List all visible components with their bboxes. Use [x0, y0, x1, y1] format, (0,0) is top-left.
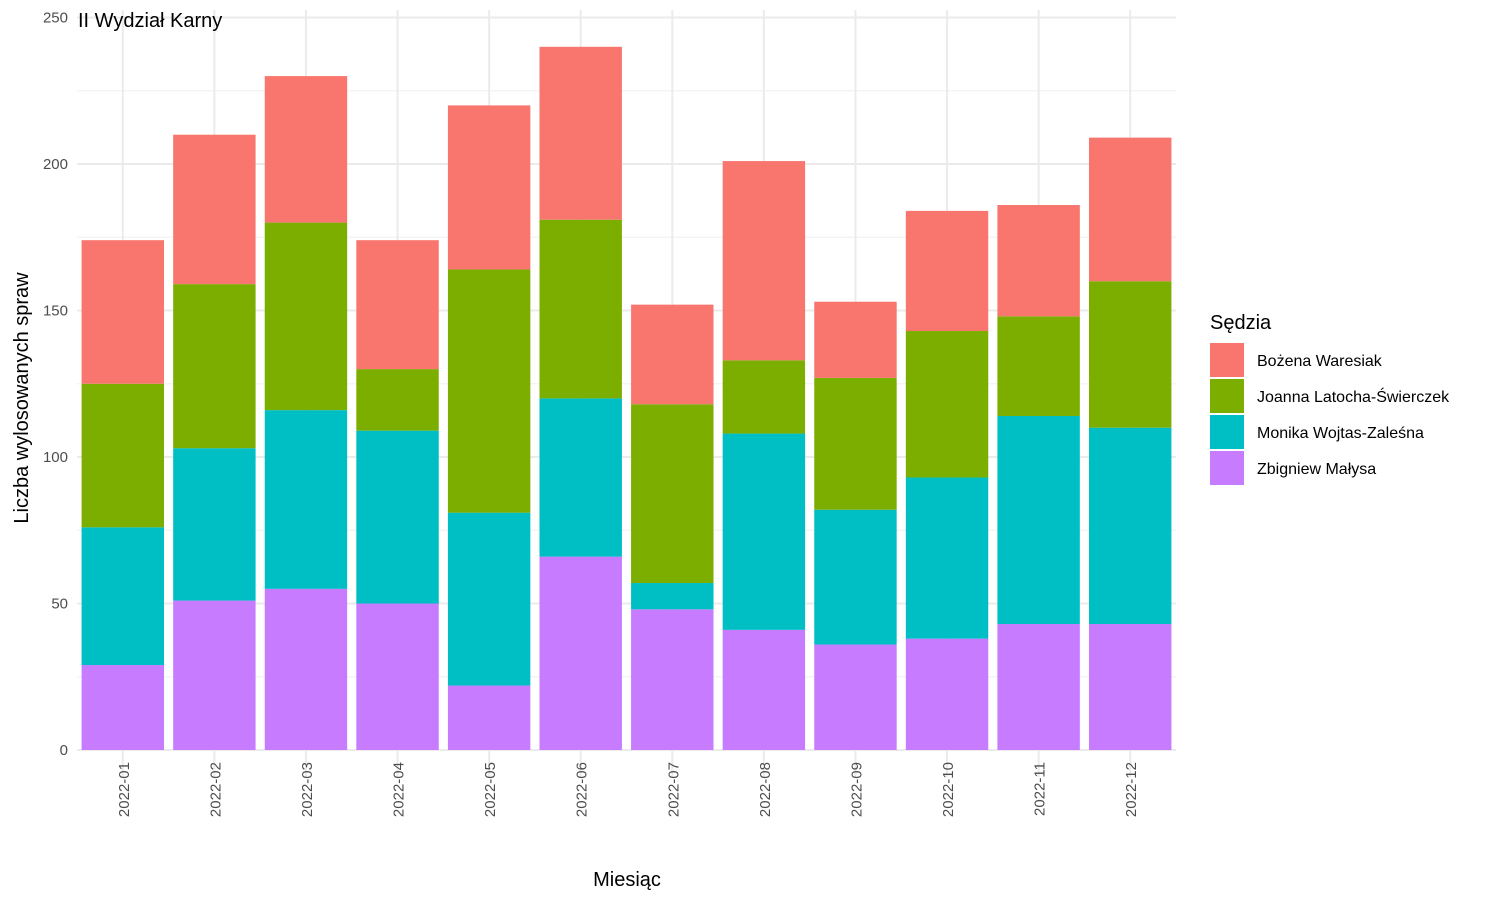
y-axis-tick-labels: 0 50 100 150 200 250	[43, 10, 68, 760]
bar-segment	[997, 415, 1080, 625]
bar-segment	[356, 240, 439, 370]
x-tick-label: 2022-10	[940, 762, 957, 817]
x-tick-label: 2022-08	[757, 762, 774, 817]
bar-segment	[905, 210, 989, 332]
bar-segment	[997, 205, 1080, 317]
bar-segment	[447, 269, 531, 513]
chart-title: II Wydział Karny	[78, 10, 222, 32]
legend-label: Monika Wojtas-Zaleśna	[1257, 425, 1424, 442]
bar-segment	[264, 76, 348, 223]
bar-segment	[173, 600, 256, 750]
bar-segment	[447, 512, 531, 686]
bar-segment	[722, 161, 806, 361]
legend-label: Joanna Latocha-Świerczek	[1257, 387, 1450, 406]
bar-segment	[997, 316, 1080, 416]
bar-segment	[173, 448, 256, 601]
x-tick-label: 2022-06	[574, 762, 591, 817]
legend-swatch	[1210, 451, 1244, 485]
bar-segment	[447, 105, 531, 270]
bar-segment	[356, 603, 439, 750]
bar-segment	[447, 685, 531, 750]
bar-segment	[722, 360, 806, 434]
bar-segment	[173, 134, 256, 285]
y-tick-label: 200	[43, 156, 68, 173]
bar-segment	[997, 624, 1080, 750]
bar-segment	[356, 369, 439, 431]
x-tick-label: 2022-04	[391, 762, 408, 817]
bar-segment	[264, 588, 348, 750]
y-tick-label: 250	[43, 10, 68, 27]
legend: Sędzia Bożena Waresiak Joanna Latocha-Świ…	[1210, 312, 1450, 485]
bar-segment	[631, 404, 714, 583]
bar-segment	[81, 383, 165, 528]
bar-segment	[905, 331, 989, 478]
bar-segment	[814, 377, 897, 510]
bar-segment	[539, 46, 622, 220]
bar-segment	[173, 284, 256, 449]
bar-segment	[722, 629, 806, 750]
bar-segment	[1088, 281, 1172, 428]
bar-segment	[631, 609, 714, 750]
bar-segment	[722, 433, 806, 630]
x-axis-title: Miesiąc	[593, 869, 661, 891]
bar-segment	[631, 304, 714, 405]
bar-segment	[905, 477, 989, 639]
bar-segment	[814, 644, 897, 750]
x-tick-label: 2022-03	[299, 762, 316, 817]
legend-swatch	[1210, 379, 1244, 413]
x-tick-label: 2022-07	[665, 762, 682, 817]
legend-swatch	[1210, 415, 1244, 449]
x-tick-label: 2022-12	[1123, 762, 1140, 817]
legend-swatch	[1210, 343, 1244, 377]
bar-segment	[356, 430, 439, 604]
legend-label: Zbigniew Małysa	[1257, 461, 1376, 478]
x-tick-label: 2022-02	[207, 762, 224, 817]
bar-segment	[631, 582, 714, 610]
y-tick-label: 50	[51, 596, 68, 613]
bar-segment	[81, 240, 165, 384]
x-tick-label: 2022-01	[116, 762, 133, 817]
x-tick-label: 2022-11	[1032, 762, 1049, 816]
bar-segment	[539, 556, 622, 750]
bar-segment	[1088, 137, 1172, 282]
bar-segment	[814, 509, 897, 645]
y-tick-label: 150	[43, 303, 68, 320]
bar-segment	[81, 527, 165, 666]
bar-segment	[1088, 624, 1172, 750]
legend-title: Sędzia	[1210, 312, 1272, 334]
bar-segment	[814, 301, 897, 378]
bars	[81, 46, 1172, 750]
bar-segment	[264, 222, 348, 411]
x-tick-label: 2022-09	[848, 762, 865, 817]
bar-segment	[264, 410, 348, 589]
y-axis-title: Liczba wylosowanych spraw	[11, 272, 33, 524]
x-tick-label: 2022-05	[482, 762, 499, 817]
legend-label: Bożena Waresiak	[1257, 353, 1383, 370]
bar-segment	[539, 398, 622, 557]
bar-segment	[539, 219, 622, 399]
bar-segment	[81, 665, 165, 750]
bar-segment	[1088, 427, 1172, 625]
y-tick-label: 100	[43, 449, 68, 466]
legend-items: Bożena Waresiak Joanna Latocha-Świerczek M…	[1210, 343, 1450, 485]
bar-segment	[905, 638, 989, 750]
x-axis-tick-labels: 2022-01 2022-02 2022-03 2022-04 2022-05 2022-…	[116, 762, 1140, 817]
y-tick-label: 0	[60, 742, 68, 759]
